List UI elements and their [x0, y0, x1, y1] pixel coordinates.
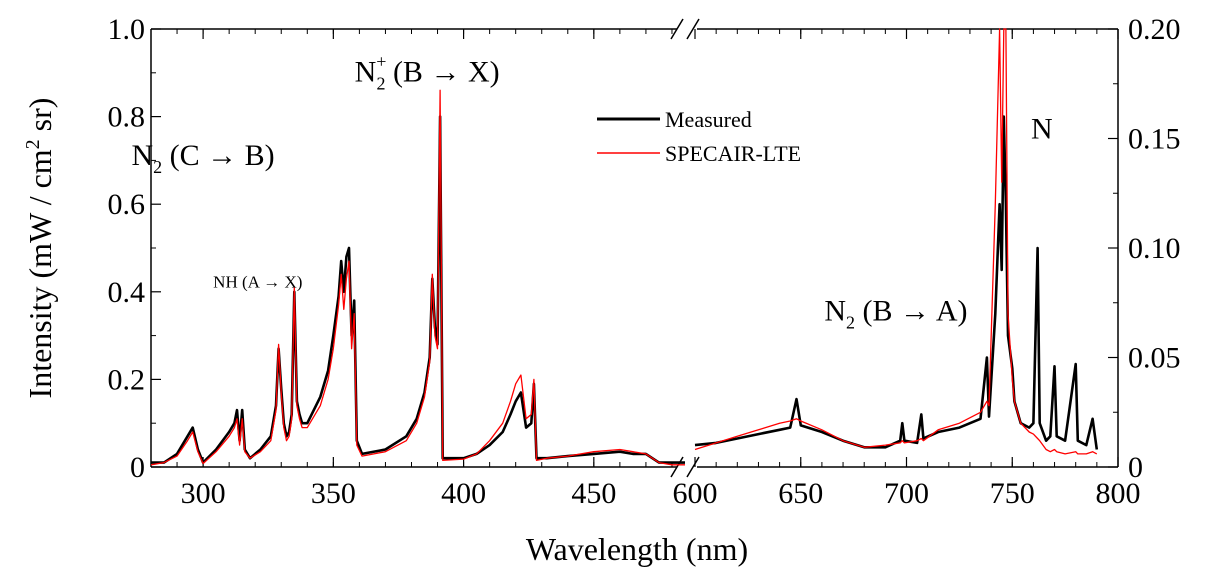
x-tick-label: 450 [571, 477, 616, 510]
y-right-tick-label: 0.10 [1128, 232, 1181, 265]
y-left-tick-label: 0.6 [108, 188, 146, 221]
series-measured-left-line [151, 115, 685, 464]
y-left-tick-label: 1.0 [108, 13, 146, 46]
annotation-n2ba: N2 (B → A) [824, 294, 967, 332]
series-specair-lte-right-line [694, 28, 1098, 455]
axis-ticks: 300 350 400 450 600 650 700 750 80000.20.40.60.8… [108, 13, 1181, 510]
annotation-nh: NH (A → X) [213, 272, 302, 291]
y-left-tick-label: 0.4 [108, 276, 146, 309]
series-specair-lte-left-line [150, 89, 685, 466]
y-left-tick-label: 0.8 [108, 101, 146, 134]
annotation-n2plus: N+ 2 (B → X) [355, 52, 500, 94]
x-tick-label: 350 [311, 477, 356, 510]
y-axis-title-sup: 2 [22, 139, 44, 149]
annotation-layer: N2 (C → B) NH (A → X) N+ 2 (B → X) N2 (B → A… [132, 52, 1053, 333]
axis-break-mark [670, 18, 684, 40]
y-left-tick-label: 0 [130, 451, 145, 484]
legend: Measured SPECAIR-LTE [597, 107, 801, 166]
y-right-tick-label: 0.05 [1128, 342, 1181, 375]
axis-break-mark [686, 456, 700, 478]
x-tick-label: 400 [441, 477, 486, 510]
x-tick-label: 750 [990, 477, 1035, 510]
annotation-natom: N [1031, 113, 1053, 146]
x-tick-label: 800 [1096, 477, 1141, 510]
x-tick-label: 600 [673, 477, 718, 510]
axis-break-mark [686, 18, 700, 40]
legend-label-measured: Measured [665, 107, 752, 132]
x-tick-label: 650 [778, 477, 823, 510]
series-measured-right-line [694, 115, 1099, 450]
y-left-tick-label: 0.2 [108, 363, 146, 396]
plot-frame [150, 18, 1119, 478]
annotation-n2cb: N2 (C → B) [132, 139, 275, 177]
y-right-tick-label: 0.20 [1128, 13, 1181, 46]
axis-break-mark [670, 456, 684, 478]
y-axis-title-main: Intensity (mW / cm [22, 149, 58, 398]
y-axis-title-end: sr) [22, 98, 58, 140]
x-tick-label: 300 [181, 477, 226, 510]
y-axis-title: Intensity (mW / cm2 sr) [22, 98, 58, 399]
y-right-tick-label: 0 [1128, 451, 1143, 484]
series-layer [150, 28, 1099, 466]
x-tick-label: 700 [884, 477, 929, 510]
y-right-tick-label: 0.15 [1128, 123, 1181, 156]
legend-label-specair: SPECAIR-LTE [665, 141, 801, 166]
x-axis-title: Wavelength (nm) [526, 531, 748, 567]
